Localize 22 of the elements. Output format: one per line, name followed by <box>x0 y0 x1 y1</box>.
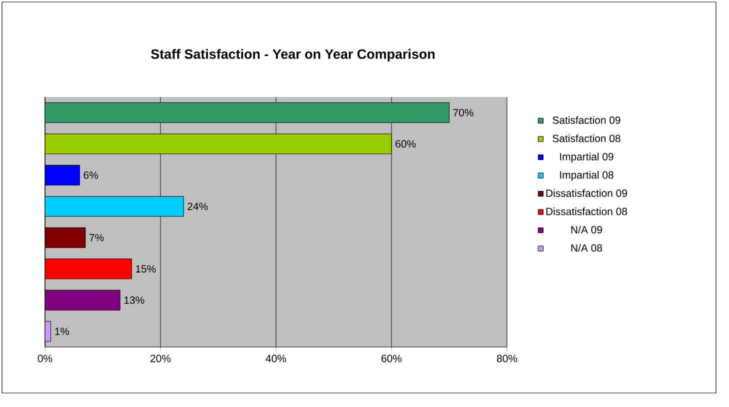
data-label: 1% <box>55 328 70 336</box>
legend-label: Satisfaction 09 <box>552 116 620 124</box>
data-label: 7% <box>90 234 104 242</box>
x-tick-label: 0% <box>38 354 52 362</box>
legend-label: Impartial 08 <box>560 170 614 181</box>
legend-label: Impartial 09 <box>560 152 614 162</box>
x-tick-label: 60% <box>382 354 402 362</box>
x-tick-label: 20% <box>150 354 171 362</box>
legend-label: Dissatisfaction 09 <box>546 189 627 197</box>
data-label: 24% <box>188 202 208 210</box>
data-label: 60% <box>396 140 416 148</box>
chart-title: Staff Satisfaction - Year on Year Comparison <box>151 48 435 62</box>
data-label: 15% <box>136 265 156 273</box>
data-label: 13% <box>124 296 144 304</box>
x-tick-label: 40% <box>266 354 286 362</box>
text: N/A 08 <box>571 244 602 252</box>
legend-label: Satisfaction 08 <box>552 134 620 142</box>
data-label: 70% <box>453 108 474 116</box>
legend-label: Dissatisfaction 08 <box>546 207 627 216</box>
data-label: 6% <box>84 171 98 179</box>
x-tick-label: 80% <box>496 354 518 362</box>
text: N/A 09 <box>571 226 602 234</box>
